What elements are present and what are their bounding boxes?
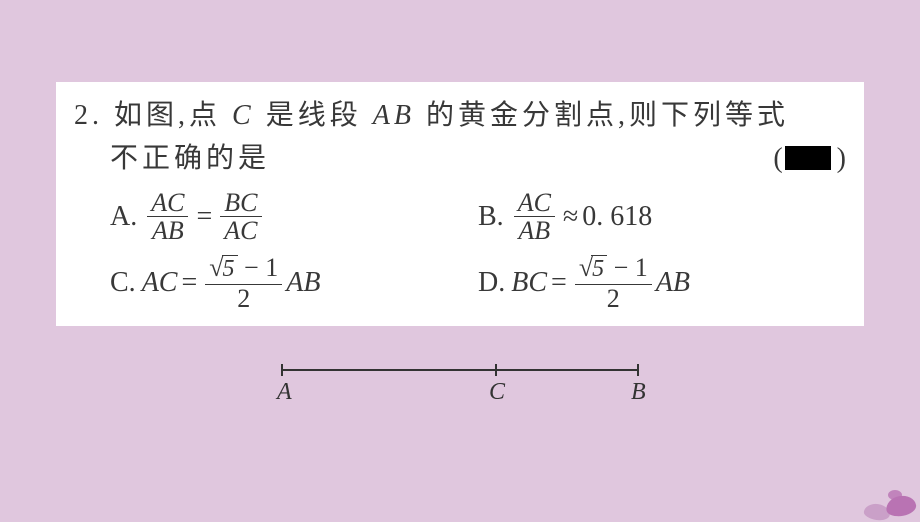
question-line-1: 2. 如图,点 C 是线段 AB 的黄金分割点,则下列等式	[74, 94, 846, 137]
answer-redaction	[785, 146, 831, 170]
option-D-lhs: BC	[511, 267, 547, 299]
approx-sign: ≈	[563, 201, 578, 233]
question-card: 2. 如图,点 C 是线段 AB 的黄金分割点,则下列等式 不正确的是 ( ) …	[56, 82, 864, 326]
corner-decoration	[840, 468, 920, 518]
segment-figure: A C B	[281, 361, 639, 411]
option-A-frac1: AC AB	[147, 189, 188, 245]
segment-line	[281, 369, 639, 371]
tick-A	[281, 364, 283, 376]
equals-sign: =	[551, 267, 567, 299]
equals-sign: =	[181, 267, 197, 299]
equals-sign: =	[196, 201, 212, 233]
option-B-value: 0. 618	[582, 201, 652, 233]
option-A-label: A.	[110, 201, 137, 233]
question-line-2: 不正确的是 ( )	[74, 137, 846, 180]
answer-blank: ( )	[773, 137, 846, 180]
options-grid: A. AC AB = BC AC B. AC AB ≈ 0. 618	[74, 189, 846, 312]
label-B: B	[631, 379, 646, 406]
option-A-frac2: BC AC	[220, 189, 261, 245]
option-D-label: D.	[478, 267, 505, 299]
tick-B	[637, 364, 639, 376]
q-number: 2.	[74, 100, 103, 131]
sqrt-icon: √ 5	[209, 255, 237, 284]
q-text-1: 2. 如图,点 C 是线段 AB 的黄金分割点,则下列等式	[74, 94, 789, 137]
option-D: D. BC = √ 5 − 1 2 AB	[478, 254, 846, 312]
label-C: C	[489, 379, 505, 406]
option-B: B. AC AB ≈ 0. 618	[478, 189, 846, 245]
option-C-rhs: AB	[286, 267, 320, 299]
petal-icon	[888, 490, 902, 500]
q-text-2: 不正确的是	[74, 137, 270, 180]
option-D-rhs: AB	[656, 267, 690, 299]
option-C: C. AC = √ 5 − 1 2 AB	[110, 254, 478, 312]
tick-C	[495, 364, 497, 376]
option-B-label: B.	[478, 201, 504, 233]
option-A: A. AC AB = BC AC	[110, 189, 478, 245]
paren-left: (	[773, 137, 782, 180]
sqrt-icon: √ 5	[579, 255, 607, 284]
option-C-lhs: AC	[142, 267, 178, 299]
option-B-frac: AC AB	[514, 189, 555, 245]
option-C-label: C.	[110, 267, 136, 299]
option-C-frac: √ 5 − 1 2	[205, 254, 282, 312]
option-D-frac: √ 5 − 1 2	[575, 254, 652, 312]
paren-right: )	[837, 137, 846, 180]
label-A: A	[277, 379, 292, 406]
